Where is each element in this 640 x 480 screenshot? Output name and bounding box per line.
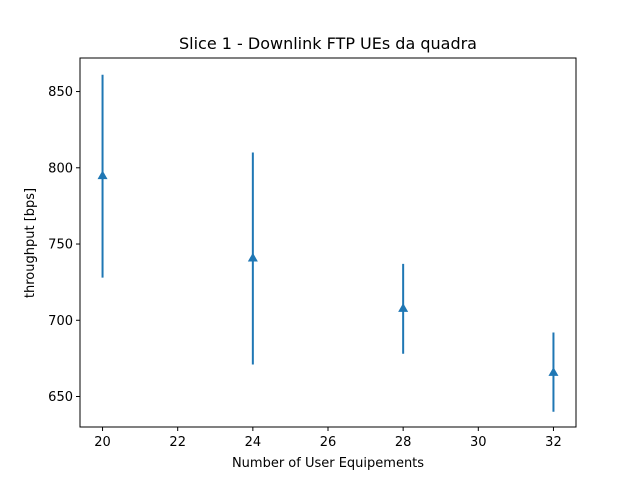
x-tick-label: 20 — [94, 435, 111, 450]
x-axis-label: Number of User Equipements — [232, 456, 424, 471]
x-tick-label: 24 — [245, 435, 262, 450]
x-tick-label: 32 — [545, 435, 562, 450]
x-tick-label: 30 — [470, 435, 487, 450]
y-axis-label: throughput [bps] — [23, 188, 38, 298]
x-tick-label: 22 — [169, 435, 186, 450]
data-point-marker — [548, 367, 559, 376]
y-tick-label: 650 — [48, 390, 73, 405]
chart-title: Slice 1 - Downlink FTP UEs da quadra — [179, 34, 477, 53]
x-tick-label: 26 — [320, 435, 337, 450]
data-point-marker — [398, 303, 409, 312]
y-tick-label: 800 — [48, 161, 73, 176]
y-tick-label: 750 — [48, 238, 73, 253]
x-tick-label: 28 — [395, 435, 412, 450]
data-point-marker — [247, 252, 258, 262]
y-tick-label: 850 — [48, 85, 73, 100]
y-tick-label: 700 — [48, 314, 73, 329]
data-point-marker — [97, 170, 108, 180]
plot-area: 20 22 24 26 28 30 32 650 700 750 800 850 — [48, 57, 577, 450]
